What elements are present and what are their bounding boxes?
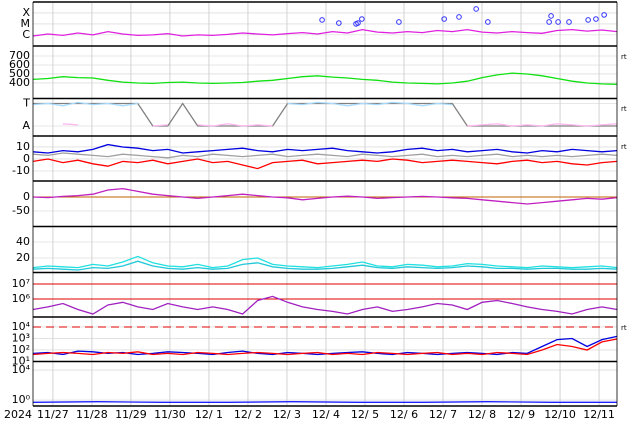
y-tick-label: T (22, 97, 30, 110)
flare-marker (585, 17, 591, 23)
right-label: rt (621, 105, 627, 113)
series-line (62, 123, 618, 127)
flare-marker (473, 6, 479, 12)
y-tick-label: 700 (9, 49, 30, 62)
y-tick-label: 400 (9, 76, 30, 89)
series-line (32, 401, 617, 403)
flare-marker (485, 19, 491, 25)
flare-marker (441, 16, 447, 22)
x-tick-label: 12/ 3 (273, 408, 301, 421)
series-line (32, 101, 453, 107)
y-tick-label: 500 (9, 67, 30, 80)
y-tick-label: M (21, 17, 31, 30)
y-tick-label: 10 (16, 140, 30, 153)
x-tick-label: 11/27 (37, 408, 69, 421)
y-tick-label: 10⁰ (12, 393, 31, 406)
series-line (32, 28, 618, 37)
y-tick-label: 10¹ (12, 354, 30, 367)
x-tick-label: 11/29 (115, 408, 147, 421)
x-tick-label: 11/28 (76, 408, 108, 421)
x-tick-label: 12/ 9 (507, 408, 535, 421)
y-tick-label: 10² (12, 343, 30, 356)
series-line (32, 158, 618, 170)
y-tick-label: -50 (12, 204, 30, 217)
right-label: rt (621, 143, 627, 151)
x-tick-label: 12/11 (583, 408, 615, 421)
series-line (32, 255, 618, 269)
flare-marker (548, 13, 554, 19)
series-line (32, 335, 618, 356)
series-line (32, 338, 618, 356)
series-line (32, 143, 618, 154)
flare-marker (555, 19, 561, 25)
year-label: 2024 (4, 408, 32, 421)
x-tick-label: 12/ 1 (195, 408, 223, 421)
y-tick-label: 10⁷ (12, 277, 30, 290)
y-tick-label: X (22, 6, 30, 19)
series-line (32, 72, 618, 85)
x-tick-label: 12/ 8 (468, 408, 496, 421)
y-tick-label: -10 (12, 164, 30, 177)
right-label: rt (621, 53, 627, 61)
series-line (32, 187, 618, 205)
y-tick-label: 10⁴ (12, 363, 31, 376)
right-label: rt (621, 324, 627, 332)
flare-marker (396, 19, 402, 25)
x-tick-label: 12/ 7 (429, 408, 457, 421)
y-tick-label: 0 (23, 190, 30, 203)
flare-marker (336, 20, 342, 26)
flare-marker (566, 19, 572, 25)
x-tick-label: 12/10 (544, 408, 576, 421)
series-line (33, 102, 617, 127)
y-tick-label: 600 (9, 58, 30, 71)
flare-marker (355, 20, 361, 26)
y-tick-label: 0 (23, 152, 30, 165)
y-tick-label: 10⁶ (12, 292, 31, 305)
y-tick-label: C (22, 28, 30, 41)
x-tick-label: 12/ 5 (351, 408, 379, 421)
x-tick-label: 12/ 6 (390, 408, 418, 421)
x-tick-label: 11/30 (154, 408, 186, 421)
flare-marker (319, 17, 325, 23)
y-tick-label: A (22, 119, 30, 132)
x-tick-label: 12/ 4 (312, 408, 340, 421)
y-tick-label: 40 (16, 235, 30, 248)
y-tick-label: 10³ (12, 331, 30, 344)
flare-marker (593, 16, 599, 22)
series-line (32, 295, 618, 315)
y-tick-label: 20 (16, 251, 30, 264)
x-tick-label: 12/ 2 (234, 408, 262, 421)
series-line (32, 152, 618, 159)
y-tick-label: 10⁴ (12, 320, 31, 333)
flare-marker (456, 14, 462, 20)
flare-marker (359, 16, 365, 22)
flare-marker (546, 19, 552, 25)
flare-marker (601, 12, 607, 18)
series-line (32, 260, 618, 271)
